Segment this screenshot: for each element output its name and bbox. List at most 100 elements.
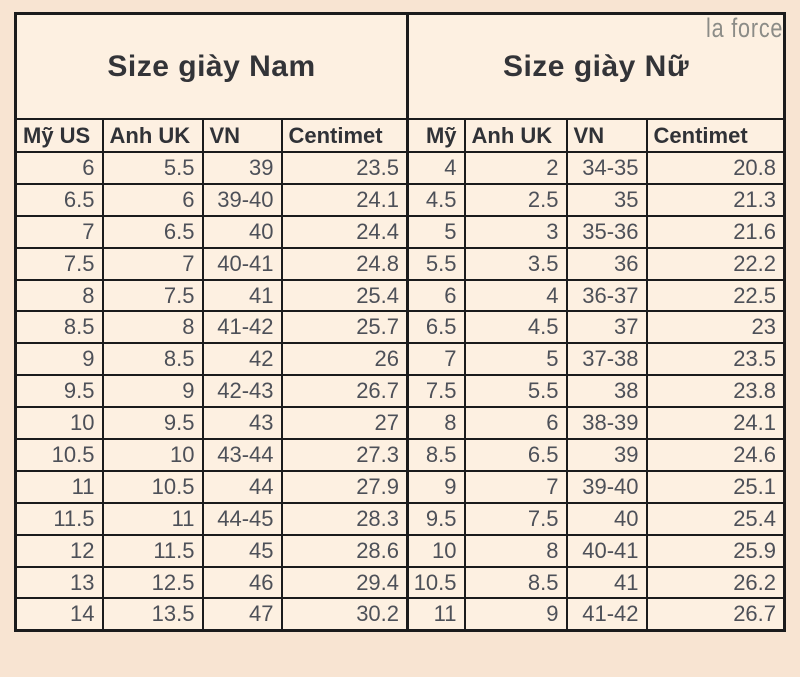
table-cell: 24.1: [280, 182, 409, 217]
men-col-header-uk: Anh UK: [101, 118, 204, 153]
table-cell: 40-41: [201, 246, 283, 281]
table-cell: 9: [14, 342, 104, 377]
women-col-header-uk: Anh UK: [463, 118, 568, 153]
table-cell: 24.6: [645, 438, 786, 472]
table-cell: 34-35: [565, 151, 648, 185]
table-row: 9.5 7.5 40 25.4: [406, 501, 786, 536]
table-cell: 26.7: [280, 374, 409, 409]
table-row: 6.5 6 39-40 24.1: [14, 182, 409, 217]
table-row: 4 2 34-35 20.8: [406, 151, 786, 185]
table-cell: 8.5: [101, 342, 204, 377]
table-row: 6 4 36-37 22.5: [406, 278, 786, 313]
table-cell: 8.5: [14, 310, 104, 345]
table-cell: 39-40: [201, 182, 283, 217]
table-row: 9.5 9 42-43 26.7: [14, 374, 409, 409]
table-cell: 41-42: [565, 597, 648, 632]
table-cell: 27: [280, 406, 409, 441]
table-cell: 8.5: [463, 565, 568, 600]
table-cell: 25.7: [280, 310, 409, 345]
table-cell: 12: [14, 533, 104, 568]
women-header-row: Mỹ Anh UK VN Centimet: [406, 118, 786, 153]
table-cell: 45: [201, 533, 283, 568]
table-row: 14 13.5 47 30.2: [14, 597, 409, 632]
table-row: 11.5 11 44-45 28.3: [14, 501, 409, 536]
table-cell: 23.5: [280, 151, 409, 185]
table-cell: 26: [280, 342, 409, 377]
table-cell: 11: [101, 501, 204, 536]
table-cell: 38-39: [565, 406, 648, 441]
table-cell: 22.2: [645, 246, 786, 281]
table-cell: 10.5: [101, 469, 204, 504]
table-row: 7.5 5.5 38 23.8: [406, 374, 786, 409]
table-cell: 13.5: [101, 597, 204, 632]
table-cell: 7: [101, 246, 204, 281]
table-row: 10 9.5 43 27: [14, 406, 409, 441]
men-size-table: Size giày Nam Mỹ US Anh UK VN Centimet 6…: [14, 12, 410, 633]
table-row: 7 6.5 40 24.4: [14, 214, 409, 249]
table-cell: 6.5: [463, 438, 568, 472]
table-cell: 9: [463, 597, 568, 632]
table-cell: 29.4: [280, 565, 409, 600]
table-row: 8.5 8 41-42 25.7: [14, 310, 409, 345]
table-cell: 6.5: [406, 310, 466, 345]
table-row: 7 5 37-38 23.5: [406, 342, 786, 377]
table-cell: 3: [463, 214, 568, 249]
table-row: 6 5.5 39 23.5: [14, 151, 409, 185]
table-row: 7.5 7 40-41 24.8: [14, 246, 409, 281]
table-cell: 7.5: [406, 374, 466, 409]
women-title-row: Size giày Nữ: [406, 12, 786, 120]
table-cell: 44: [201, 469, 283, 504]
table-cell: 24.4: [280, 214, 409, 249]
table-cell: 7: [14, 214, 104, 249]
table-cell: 11.5: [101, 533, 204, 568]
table-row: 5.5 3.5 36 22.2: [406, 246, 786, 281]
men-title-row: Size giày Nam: [14, 12, 409, 120]
women-table-body: 4 2 34-35 20.8 4.5 2.5 35 21.3 5 3 35-36 21.6 5.5 3.5…: [406, 151, 786, 632]
laforce-watermark: la force: [706, 13, 784, 43]
table-cell: 21.6: [645, 214, 786, 249]
table-row: 10.5 8.5 41 26.2: [406, 565, 786, 600]
men-header-row: Mỹ US Anh UK VN Centimet: [14, 118, 409, 153]
table-cell: 36: [565, 246, 648, 281]
table-cell: 26.7: [645, 597, 786, 632]
table-cell: 10.5: [406, 565, 466, 600]
men-col-header-us: Mỹ US: [14, 118, 104, 153]
table-cell: 42-43: [201, 374, 283, 409]
table-cell: 46: [201, 565, 283, 600]
table-cell: 5: [406, 214, 466, 249]
men-table-title: Size giày Nam: [14, 12, 409, 120]
table-cell: 38: [565, 374, 648, 409]
table-cell: 7.5: [14, 246, 104, 281]
table-cell: 25.9: [645, 533, 786, 568]
table-cell: 10: [101, 438, 204, 472]
women-size-table: Size giày Nữ Mỹ Anh UK VN Centimet 4 2 34-…: [406, 12, 787, 633]
table-cell: 7: [463, 469, 568, 504]
table-cell: 5.5: [101, 151, 204, 185]
table-cell: 4.5: [463, 310, 568, 345]
table-row: 8 7.5 41 25.4: [14, 278, 409, 313]
table-cell: 40: [565, 501, 648, 536]
women-col-header-cm: Centimet: [645, 118, 786, 153]
table-row: 6.5 4.5 37 23: [406, 310, 786, 345]
table-cell: 2.5: [463, 182, 568, 217]
women-col-header-us: Mỹ: [406, 118, 466, 153]
table-row: 11 9 41-42 26.7: [406, 597, 786, 632]
table-cell: 8: [463, 533, 568, 568]
table-cell: 28.3: [280, 501, 409, 536]
table-cell: 23.8: [645, 374, 786, 409]
table-cell: 4: [406, 151, 466, 185]
table-cell: 5.5: [463, 374, 568, 409]
table-cell: 9.5: [101, 406, 204, 441]
table-row: 4.5 2.5 35 21.3: [406, 182, 786, 217]
table-cell: 43-44: [201, 438, 283, 472]
table-cell: 8: [406, 406, 466, 441]
table-row: 8.5 6.5 39 24.6: [406, 438, 786, 472]
table-cell: 11.5: [14, 501, 104, 536]
table-cell: 26.2: [645, 565, 786, 600]
table-cell: 40: [201, 214, 283, 249]
table-cell: 8: [14, 278, 104, 313]
table-cell: 6.5: [101, 214, 204, 249]
table-cell: 37-38: [565, 342, 648, 377]
table-cell: 6.5: [14, 182, 104, 217]
table-cell: 7.5: [101, 278, 204, 313]
